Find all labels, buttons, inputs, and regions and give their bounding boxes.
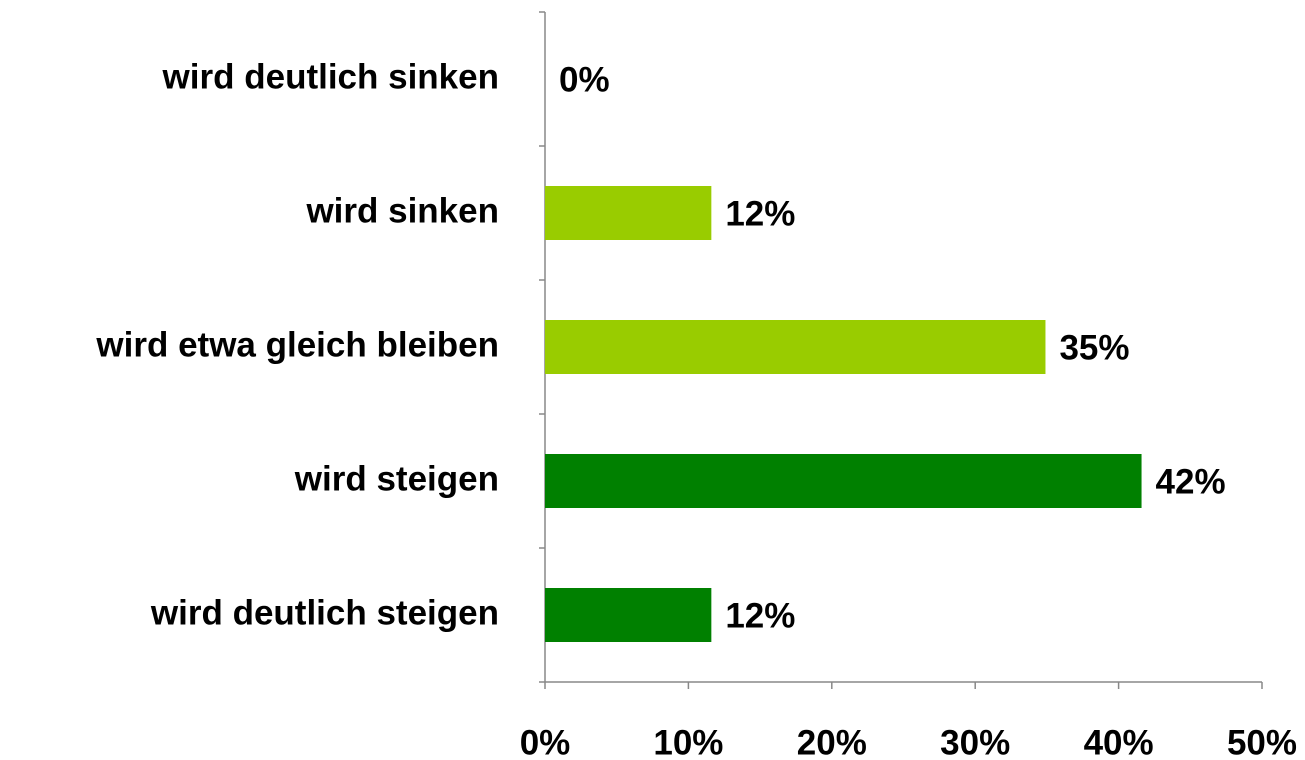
value-label: 12%	[725, 596, 795, 635]
value-label: 12%	[725, 194, 795, 233]
x-tick-label: 20%	[797, 723, 867, 760]
category-label: wird sinken	[305, 191, 499, 230]
category-label: wird deutlich steigen	[150, 593, 499, 632]
value-label: 0%	[559, 60, 610, 99]
value-label: 35%	[1059, 328, 1129, 367]
category-label: wird steigen	[294, 459, 499, 498]
bar	[545, 320, 1046, 374]
x-tick-label: 30%	[940, 723, 1010, 760]
value-label: 42%	[1156, 462, 1226, 501]
category-label: wird deutlich sinken	[162, 57, 499, 96]
bar	[545, 186, 712, 240]
bar	[545, 588, 712, 642]
x-tick-label: 40%	[1084, 723, 1154, 760]
bar	[545, 454, 1142, 508]
x-tick-label: 50%	[1227, 723, 1297, 760]
category-label: wird etwa gleich bleiben	[95, 325, 499, 364]
x-tick-label: 0%	[520, 723, 571, 760]
x-tick-label: 10%	[653, 723, 723, 760]
